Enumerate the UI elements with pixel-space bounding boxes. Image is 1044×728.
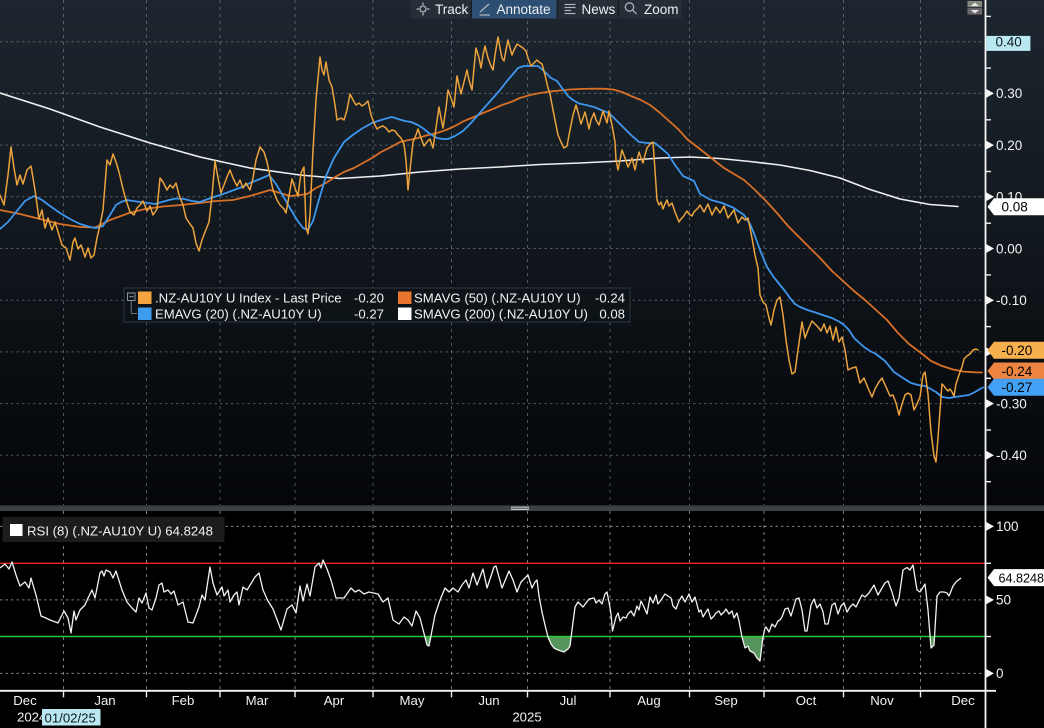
svg-text:SMAVG (200) (.NZ-AU10Y U): SMAVG (200) (.NZ-AU10Y U)	[414, 307, 588, 322]
svg-text:-0.27: -0.27	[1002, 380, 1033, 395]
svg-text:Nov: Nov	[870, 693, 894, 708]
svg-text:SMAVG (50) (.NZ-AU10Y U): SMAVG (50) (.NZ-AU10Y U)	[414, 291, 581, 306]
svg-text:Zoom: Zoom	[644, 2, 679, 17]
svg-text:Jan: Jan	[94, 693, 115, 708]
svg-text:EMAVG (20) (.NZ-AU10Y U): EMAVG (20) (.NZ-AU10Y U)	[155, 307, 322, 322]
svg-text:Jun: Jun	[478, 693, 499, 708]
svg-text:0.08: 0.08	[1002, 200, 1028, 215]
svg-text:0.20: 0.20	[996, 138, 1022, 153]
svg-text:Track: Track	[435, 2, 468, 17]
svg-text:-0.30: -0.30	[996, 396, 1027, 411]
svg-text:-0.24: -0.24	[595, 291, 625, 306]
svg-text:-0.40: -0.40	[996, 448, 1027, 463]
svg-text:0.08: 0.08	[599, 307, 625, 322]
svg-text:Feb: Feb	[172, 693, 195, 708]
svg-text:-0.20: -0.20	[354, 291, 384, 306]
svg-text:2025: 2025	[512, 710, 541, 725]
svg-text:-0.10: -0.10	[996, 293, 1027, 308]
svg-text:Sep: Sep	[714, 693, 737, 708]
svg-text:Apr: Apr	[324, 693, 345, 708]
svg-text:64.8248: 64.8248	[999, 571, 1044, 585]
svg-text:2024: 2024	[17, 710, 46, 725]
svg-text:-0.27: -0.27	[354, 307, 384, 322]
svg-text:01/02/25: 01/02/25	[45, 711, 96, 726]
svg-text:Aug: Aug	[637, 693, 660, 708]
svg-text:0.00: 0.00	[996, 241, 1022, 256]
svg-text:Dec: Dec	[951, 693, 975, 708]
svg-text:Oct: Oct	[796, 693, 817, 708]
svg-text:.NZ-AU10Y U Index - Last Price: .NZ-AU10Y U Index - Last Price	[155, 291, 342, 306]
svg-text:50: 50	[996, 593, 1011, 608]
svg-text:Mar: Mar	[246, 693, 269, 708]
svg-text:100: 100	[996, 519, 1019, 534]
svg-text:Jul: Jul	[560, 693, 577, 708]
svg-text:0.30: 0.30	[996, 86, 1022, 101]
svg-text:-0.24: -0.24	[1002, 364, 1033, 379]
svg-text:RSI (8) (.NZ-AU10Y U) 64.8248: RSI (8) (.NZ-AU10Y U) 64.8248	[27, 524, 213, 539]
svg-text:0: 0	[996, 666, 1004, 681]
svg-text:Annotate: Annotate	[497, 2, 551, 17]
svg-text:News: News	[582, 2, 616, 17]
svg-text:Dec: Dec	[13, 693, 37, 708]
svg-text:-0.20: -0.20	[1002, 343, 1033, 358]
svg-text:0.40: 0.40	[996, 35, 1022, 50]
svg-text:May: May	[400, 693, 425, 708]
